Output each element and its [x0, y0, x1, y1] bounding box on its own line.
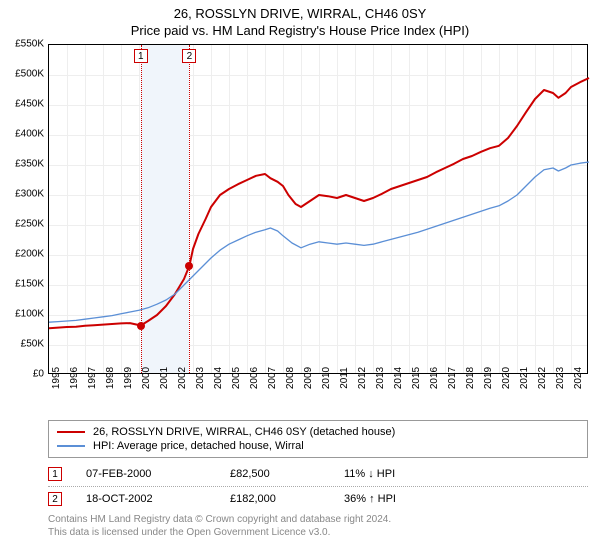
- x-tick-label: 2010: [321, 367, 332, 389]
- y-tick-label: £100K: [15, 309, 44, 320]
- y-axis: £0£50K£100K£150K£200K£250K£300K£350K£400…: [0, 44, 48, 374]
- x-tick-label: 2022: [537, 367, 548, 389]
- x-tick-label: 2023: [555, 367, 566, 389]
- chart-title: 26, ROSSLYN DRIVE, WIRRAL, CH46 0SY: [0, 6, 600, 21]
- y-tick-label: £550K: [15, 39, 44, 50]
- x-tick-label: 2020: [501, 367, 512, 389]
- legend-swatch: [57, 431, 85, 433]
- legend-row: HPI: Average price, detached house, Wirr…: [57, 439, 579, 453]
- x-tick-label: 2011: [339, 367, 350, 389]
- y-tick-label: £300K: [15, 189, 44, 200]
- x-tick-label: 2021: [519, 367, 530, 389]
- x-tick-label: 1999: [123, 367, 134, 389]
- sale-row-badge: 2: [48, 492, 62, 506]
- x-tick-label: 2024: [573, 367, 584, 389]
- series-line: [49, 78, 589, 328]
- sale-date: 18-OCT-2002: [86, 493, 206, 505]
- x-tick-label: 2013: [375, 367, 386, 389]
- x-tick-label: 1998: [105, 367, 116, 389]
- y-tick-label: £0: [33, 369, 44, 380]
- legend-label: 26, ROSSLYN DRIVE, WIRRAL, CH46 0SY (det…: [93, 426, 395, 438]
- y-tick-label: £450K: [15, 99, 44, 110]
- chart-subtitle: Price paid vs. HM Land Registry's House …: [0, 23, 600, 38]
- attribution: Contains HM Land Registry data © Crown c…: [48, 513, 588, 539]
- sale-row-badge: 1: [48, 467, 62, 481]
- x-tick-label: 2009: [303, 367, 314, 389]
- x-tick-label: 1997: [87, 367, 98, 389]
- x-tick-label: 2014: [393, 367, 404, 389]
- sale-row: 1 07-FEB-2000 £82,500 11% ↓ HPI: [48, 464, 588, 484]
- x-tick-label: 2015: [411, 367, 422, 389]
- x-tick-label: 2019: [483, 367, 494, 389]
- series-svg: [49, 45, 589, 375]
- sale-point: [185, 262, 193, 270]
- sale-row: 2 18-OCT-2002 £182,000 36% ↑ HPI: [48, 489, 588, 509]
- y-tick-label: £250K: [15, 219, 44, 230]
- sale-price: £82,500: [230, 468, 320, 480]
- x-tick-label: 2006: [249, 367, 260, 389]
- plot-border: 12: [48, 44, 588, 374]
- x-tick-label: 2003: [195, 367, 206, 389]
- y-tick-label: £50K: [21, 339, 44, 350]
- sale-delta: 36% ↑ HPI: [344, 493, 454, 505]
- legend: 26, ROSSLYN DRIVE, WIRRAL, CH46 0SY (det…: [48, 420, 588, 458]
- x-tick-label: 1995: [51, 367, 62, 389]
- y-tick-label: £500K: [15, 69, 44, 80]
- x-tick-label: 2005: [231, 367, 242, 389]
- title-block: 26, ROSSLYN DRIVE, WIRRAL, CH46 0SY Pric…: [0, 0, 600, 40]
- x-tick-label: 2017: [447, 367, 458, 389]
- y-tick-label: £200K: [15, 249, 44, 260]
- legend-label: HPI: Average price, detached house, Wirr…: [93, 440, 304, 452]
- sale-date: 07-FEB-2000: [86, 468, 206, 480]
- sale-point: [137, 322, 145, 330]
- x-tick-label: 2018: [465, 367, 476, 389]
- attribution-line: Contains HM Land Registry data © Crown c…: [48, 513, 588, 526]
- attribution-line: This data is licensed under the Open Gov…: [48, 526, 588, 539]
- x-tick-label: 1996: [69, 367, 80, 389]
- sale-separator: [48, 486, 588, 487]
- sale-delta: 11% ↓ HPI: [344, 468, 454, 480]
- x-axis: 1995199619971998199920002001200220032004…: [48, 374, 588, 414]
- sales-table: 1 07-FEB-2000 £82,500 11% ↓ HPI 2 18-OCT-2002…: [48, 464, 588, 509]
- plot-area: 12: [48, 44, 588, 374]
- series-line: [49, 162, 589, 322]
- y-tick-label: £350K: [15, 159, 44, 170]
- x-tick-label: 2000: [141, 367, 152, 389]
- y-tick-label: £150K: [15, 279, 44, 290]
- x-tick-label: 2001: [159, 367, 170, 389]
- x-tick-label: 2008: [285, 367, 296, 389]
- x-tick-label: 2004: [213, 367, 224, 389]
- legend-swatch: [57, 445, 85, 447]
- legend-row: 26, ROSSLYN DRIVE, WIRRAL, CH46 0SY (det…: [57, 425, 579, 439]
- chart-container: 26, ROSSLYN DRIVE, WIRRAL, CH46 0SY Pric…: [0, 0, 600, 560]
- x-tick-label: 2002: [177, 367, 188, 389]
- x-tick-label: 2007: [267, 367, 278, 389]
- x-tick-label: 2016: [429, 367, 440, 389]
- sale-price: £182,000: [230, 493, 320, 505]
- y-tick-label: £400K: [15, 129, 44, 140]
- x-tick-label: 2012: [357, 367, 368, 389]
